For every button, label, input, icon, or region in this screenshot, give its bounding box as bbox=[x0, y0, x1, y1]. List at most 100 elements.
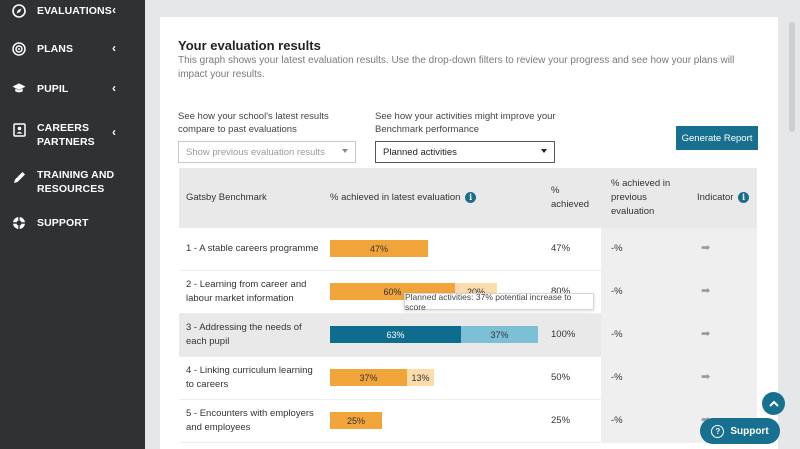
benchmark-name-line2: and employees bbox=[186, 422, 251, 433]
planned-tooltip: Planned activities: 37% potential increa… bbox=[404, 292, 594, 312]
achieved-total: 25% bbox=[551, 415, 571, 426]
planned-activities-select[interactable]: Planned activities bbox=[375, 141, 555, 163]
scrollbar[interactable] bbox=[789, 22, 795, 132]
header-previous-line3: evaluation bbox=[611, 206, 655, 217]
previous-value: -% bbox=[611, 415, 623, 426]
sidebar-item-support[interactable]: SUPPORT bbox=[0, 214, 145, 234]
previous-column-bg bbox=[601, 314, 757, 357]
compass-icon bbox=[12, 4, 26, 18]
chevron-up-icon bbox=[768, 400, 779, 407]
chevron-left-icon: ‹ bbox=[112, 3, 116, 17]
benchmark-name-line1: 2 - Learning from career and bbox=[186, 279, 307, 290]
header-indicator: Indicator i bbox=[697, 191, 750, 205]
sidebar-item-label: EVALUATIONS bbox=[37, 5, 112, 17]
score-bar: 47% bbox=[330, 240, 428, 257]
filter2-label-line2: Benchmark performance bbox=[375, 124, 480, 135]
sidebar-item-label: PARTNERS bbox=[37, 136, 95, 148]
header-latest: % achieved in latest evaluation i bbox=[330, 191, 477, 205]
previous-value: -% bbox=[611, 329, 623, 340]
table-row: 3 - Addressing the needs of each pupil 6… bbox=[179, 314, 757, 357]
sidebar-item-label: PUPIL bbox=[37, 83, 69, 95]
sidebar-item-pupil[interactable]: PUPIL ‹ bbox=[0, 80, 145, 100]
question-icon: ? bbox=[711, 424, 725, 438]
planned-segment[interactable]: 37% bbox=[461, 326, 538, 343]
achieved-total: 50% bbox=[551, 372, 571, 383]
chevron-down-icon bbox=[342, 149, 348, 153]
achieved-total: 100% bbox=[551, 329, 576, 340]
previous-column-bg bbox=[601, 228, 757, 271]
arrow-right-icon: ➡ bbox=[701, 371, 711, 383]
previous-column-bg bbox=[601, 357, 757, 400]
benchmark-name-line1: 3 - Addressing the needs of bbox=[186, 322, 302, 333]
graduation-cap-icon bbox=[12, 81, 26, 95]
sidebar-item-label: TRAINING AND bbox=[37, 169, 115, 181]
id-card-icon bbox=[12, 123, 26, 137]
sidebar-item-label: RESOURCES bbox=[37, 183, 105, 195]
arrow-right-icon: ➡ bbox=[701, 285, 711, 297]
sidebar-item-label: PLANS bbox=[37, 43, 74, 55]
benchmark-name-line1: 4 - Linking curriculum learning bbox=[186, 365, 313, 376]
benchmark-name-line2: to careers bbox=[186, 379, 229, 390]
previous-value: -% bbox=[611, 372, 623, 383]
benchmark-name-line2: labour market information bbox=[186, 293, 294, 304]
header-latest-label: % achieved in latest evaluation bbox=[330, 192, 461, 203]
header-previous-line1: % achieved in bbox=[611, 178, 671, 189]
sidebar-item-training-and-resources[interactable]: TRAINING AND RESOURCES bbox=[0, 167, 145, 197]
table-row: 1 - A stable careers programme 47% 47% -… bbox=[179, 228, 757, 271]
achieved-total: 47% bbox=[551, 243, 571, 254]
lifebuoy-icon bbox=[12, 216, 26, 230]
previous-results-select[interactable]: Show previous evaluation results bbox=[178, 141, 356, 163]
table-row: 4 - Linking curriculum learning to caree… bbox=[179, 357, 757, 400]
filter1-label-line2: compare to past evaluations bbox=[178, 124, 297, 135]
target-icon bbox=[12, 42, 26, 56]
score-bar: 63% 37% bbox=[330, 326, 538, 343]
filter2-label-line1: See how your activities might improve yo… bbox=[375, 111, 556, 122]
info-icon[interactable]: i bbox=[465, 191, 477, 203]
header-benchmark: Gatsby Benchmark bbox=[186, 192, 267, 203]
page-title: Your evaluation results bbox=[178, 38, 321, 53]
support-button[interactable]: ? Support bbox=[700, 418, 780, 444]
chevron-left-icon: ‹ bbox=[112, 81, 116, 95]
scroll-to-top-button[interactable] bbox=[762, 392, 785, 415]
page-description: This graph shows your latest evaluation … bbox=[178, 55, 735, 80]
sidebar-item-evaluations[interactable]: EVALUATIONS ‹ bbox=[0, 3, 145, 23]
planned-segment[interactable]: 13% bbox=[407, 369, 434, 386]
info-icon[interactable]: i bbox=[738, 191, 750, 203]
table-header: Gatsby Benchmark % achieved in latest ev… bbox=[179, 168, 757, 228]
chevron-left-icon: ‹ bbox=[112, 125, 116, 139]
sidebar-item-careers-partners[interactable]: CAREERS PARTNERS ‹ bbox=[0, 120, 145, 150]
previous-value: -% bbox=[611, 286, 623, 297]
sidebar: EVALUATIONS ‹ PLANS ‹ PUPIL ‹ CAREERS PA… bbox=[0, 0, 145, 449]
filter1-label-line1: See how your school's latest results bbox=[178, 111, 329, 122]
generate-report-button[interactable]: Generate Report bbox=[676, 126, 758, 150]
sidebar-item-label: SUPPORT bbox=[37, 217, 89, 229]
arrow-right-icon: ➡ bbox=[701, 242, 711, 254]
header-achieved-line1: % bbox=[551, 185, 560, 196]
header-previous-line2: previous bbox=[611, 192, 647, 203]
benchmark-name: 1 - A stable careers programme bbox=[186, 243, 319, 254]
table-row: 5 - Encounters with employers and employ… bbox=[179, 400, 757, 443]
support-label: Support bbox=[730, 425, 769, 437]
sidebar-item-plans[interactable]: PLANS ‹ bbox=[0, 40, 145, 60]
achieved-segment[interactable]: 47% bbox=[330, 240, 428, 257]
select-value: Show previous evaluation results bbox=[186, 146, 325, 158]
previous-value: -% bbox=[611, 243, 623, 254]
pencil-icon bbox=[12, 170, 26, 184]
chevron-left-icon: ‹ bbox=[112, 41, 116, 55]
achieved-segment[interactable]: 63% bbox=[330, 326, 461, 343]
sidebar-item-label: CAREERS bbox=[37, 122, 90, 134]
previous-column-bg bbox=[601, 271, 757, 314]
score-bar: 25% bbox=[330, 412, 382, 429]
header-achieved-line2: achieved bbox=[551, 199, 590, 210]
chevron-down-icon bbox=[541, 149, 547, 153]
benchmark-name-line1: 5 - Encounters with employers bbox=[186, 408, 314, 419]
achieved-segment[interactable]: 37% bbox=[330, 369, 407, 386]
arrow-right-icon: ➡ bbox=[701, 328, 711, 340]
select-value: Planned activities bbox=[383, 146, 457, 158]
benchmark-name-line2: each pupil bbox=[186, 336, 230, 347]
achieved-total: 80% bbox=[551, 286, 571, 297]
achieved-segment[interactable]: 25% bbox=[330, 412, 382, 429]
score-bar: 37% 13% bbox=[330, 369, 434, 386]
evaluation-results-panel: Your evaluation results This graph shows… bbox=[160, 17, 778, 449]
header-indicator-label: Indicator bbox=[697, 192, 734, 203]
